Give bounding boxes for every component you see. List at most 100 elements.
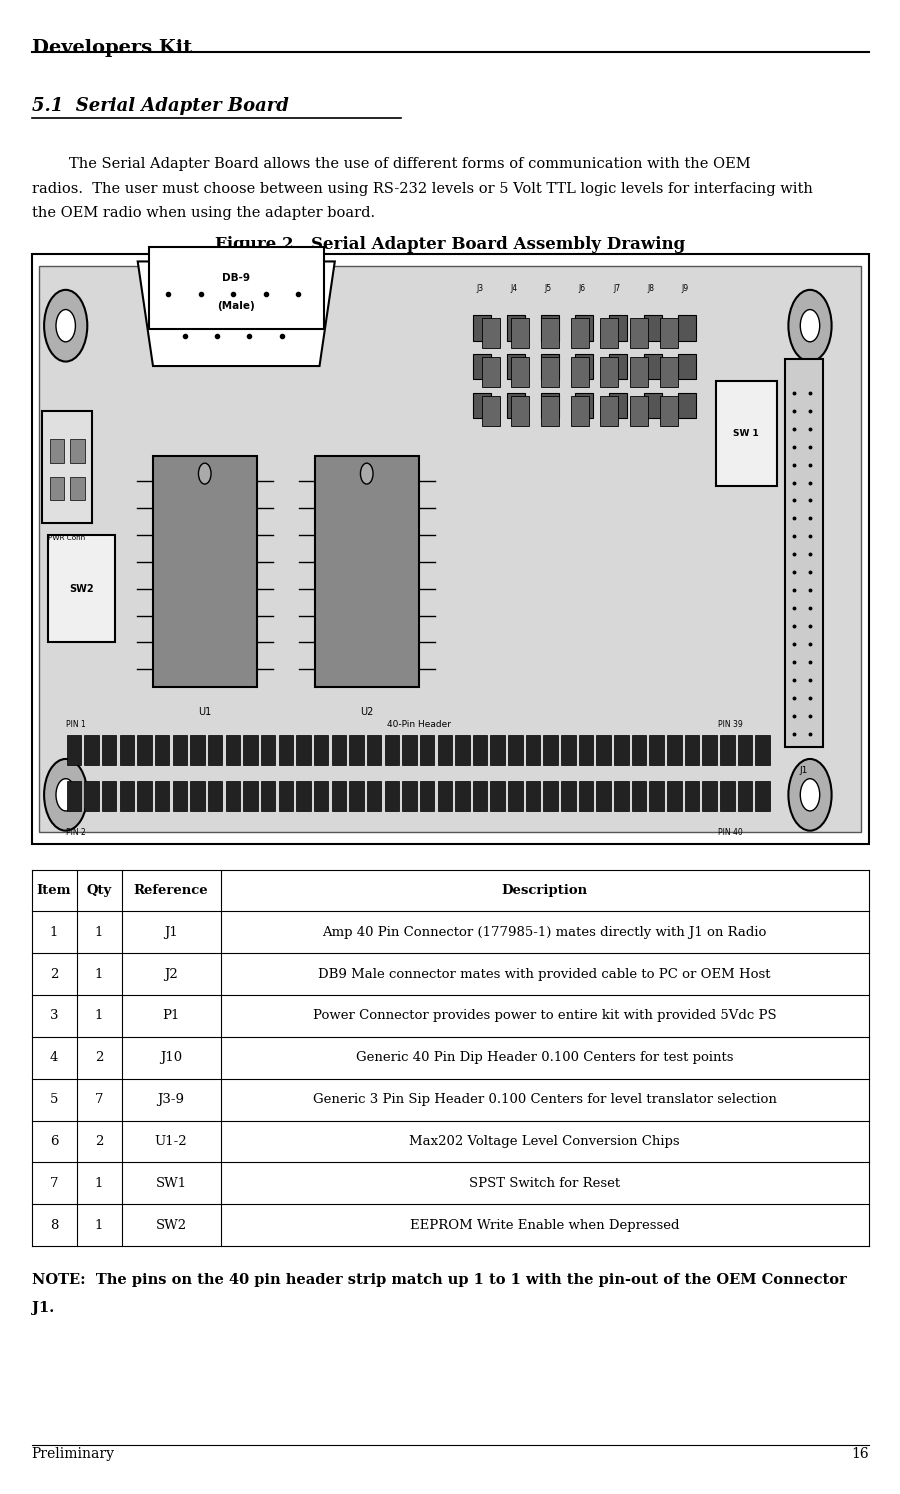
Bar <box>508 781 523 811</box>
Bar <box>137 781 152 811</box>
Bar <box>102 735 116 765</box>
Bar <box>155 781 169 811</box>
Bar <box>630 318 648 348</box>
Bar <box>39 266 861 832</box>
Text: 1: 1 <box>94 926 104 938</box>
Circle shape <box>800 778 820 811</box>
Text: Amp 40 Pin Connector (177985-1) mates directly with J1 on Radio: Amp 40 Pin Connector (177985-1) mates di… <box>322 926 767 938</box>
Circle shape <box>44 759 87 831</box>
Bar <box>526 781 540 811</box>
Text: SW2: SW2 <box>69 584 94 593</box>
Bar <box>667 781 681 811</box>
Bar <box>349 781 364 811</box>
Bar <box>720 781 734 811</box>
Bar <box>561 781 576 811</box>
Bar <box>472 781 487 811</box>
Bar <box>609 354 627 379</box>
Bar <box>650 735 664 765</box>
Bar <box>42 411 92 523</box>
Bar <box>755 781 770 811</box>
Circle shape <box>44 290 87 362</box>
Bar <box>630 396 648 426</box>
Text: 2: 2 <box>94 1052 104 1064</box>
Bar <box>261 781 275 811</box>
Text: J4: J4 <box>510 284 518 293</box>
Circle shape <box>788 290 832 362</box>
Bar <box>678 315 696 341</box>
Bar <box>511 396 529 426</box>
Bar <box>579 735 593 765</box>
Bar <box>208 781 222 811</box>
Circle shape <box>56 309 76 342</box>
Bar <box>243 781 257 811</box>
Text: J2: J2 <box>164 968 178 980</box>
Bar <box>472 735 487 765</box>
Text: Power Connector provides power to entire kit with provided 5Vdc PS: Power Connector provides power to entire… <box>312 1010 777 1022</box>
Bar <box>367 781 382 811</box>
Bar <box>508 735 523 765</box>
Bar <box>208 735 222 765</box>
Bar <box>597 781 611 811</box>
Bar <box>472 315 490 341</box>
Bar <box>544 781 558 811</box>
Bar <box>571 318 589 348</box>
Bar <box>507 354 525 379</box>
Text: The Serial Adapter Board allows the use of different forms of communication with: The Serial Adapter Board allows the use … <box>32 157 750 170</box>
Bar <box>571 357 589 387</box>
Bar <box>437 781 452 811</box>
Bar <box>384 735 399 765</box>
Bar <box>600 357 618 387</box>
Bar <box>678 393 696 418</box>
Text: Generic 3 Pin Sip Header 0.100 Centers for level translator selection: Generic 3 Pin Sip Header 0.100 Centers f… <box>312 1094 777 1106</box>
Text: U1: U1 <box>198 707 212 717</box>
Text: 5: 5 <box>50 1094 58 1106</box>
Bar <box>755 735 770 765</box>
Bar <box>402 735 417 765</box>
Bar <box>491 735 505 765</box>
Bar <box>600 318 618 348</box>
Bar <box>70 477 85 500</box>
Bar <box>720 735 734 765</box>
Bar <box>261 735 275 765</box>
Bar <box>541 354 559 379</box>
Text: 1: 1 <box>94 1010 104 1022</box>
Bar <box>419 781 435 811</box>
Bar <box>437 735 452 765</box>
Bar <box>331 781 346 811</box>
Text: 1: 1 <box>94 1177 104 1189</box>
Text: U1-2: U1-2 <box>155 1135 187 1147</box>
Bar <box>571 396 589 426</box>
Bar <box>226 781 240 811</box>
Bar <box>173 735 187 765</box>
Bar <box>685 735 699 765</box>
Text: 6: 6 <box>50 1135 58 1147</box>
Text: Max202 Voltage Level Conversion Chips: Max202 Voltage Level Conversion Chips <box>410 1135 680 1147</box>
Bar <box>541 357 559 387</box>
Text: 16: 16 <box>850 1448 868 1461</box>
Circle shape <box>800 309 820 342</box>
Text: DB-9: DB-9 <box>222 273 250 282</box>
Text: Description: Description <box>501 884 588 896</box>
Bar <box>541 315 559 341</box>
Text: 1: 1 <box>50 926 58 938</box>
Bar <box>491 781 505 811</box>
Bar <box>579 781 593 811</box>
Bar <box>67 735 81 765</box>
Text: the OEM radio when using the adapter board.: the OEM radio when using the adapter boa… <box>32 206 374 220</box>
Text: 1: 1 <box>94 1219 104 1231</box>
Text: SW1: SW1 <box>156 1177 186 1189</box>
Text: SPST Switch for Reset: SPST Switch for Reset <box>469 1177 620 1189</box>
Bar <box>678 354 696 379</box>
Bar <box>148 247 324 329</box>
Bar <box>173 781 187 811</box>
Circle shape <box>788 759 832 831</box>
Text: 3: 3 <box>50 1010 58 1022</box>
Bar <box>632 781 646 811</box>
Text: Figure 2.  Serial Adapter Board Assembly Drawing: Figure 2. Serial Adapter Board Assembly … <box>215 236 685 252</box>
Text: PIN 1: PIN 1 <box>66 720 86 729</box>
Bar <box>609 315 627 341</box>
Text: J10: J10 <box>160 1052 182 1064</box>
Bar <box>600 396 618 426</box>
Circle shape <box>56 778 76 811</box>
Text: PIN 39: PIN 39 <box>718 720 743 729</box>
